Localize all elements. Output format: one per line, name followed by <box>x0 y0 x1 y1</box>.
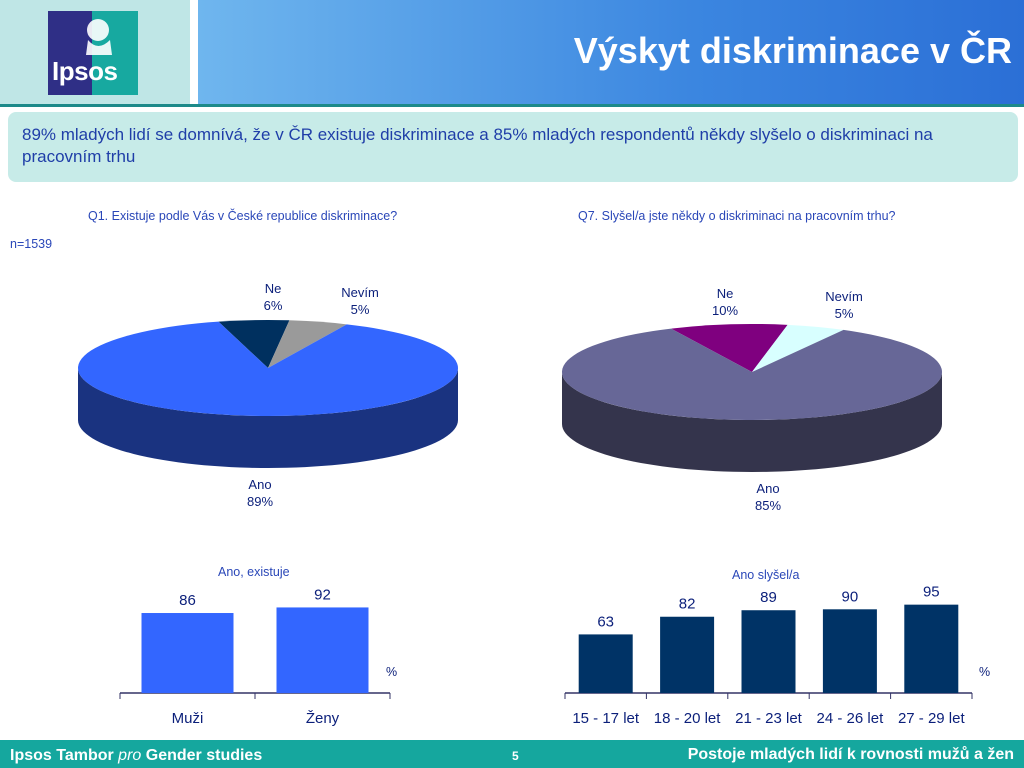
bar2-bar-1 <box>660 616 715 693</box>
pie1-slice-nevim <box>268 320 347 368</box>
bar2-bar-3 <box>822 609 877 693</box>
page-title: Výskyt diskriminace v ČR <box>573 30 1012 71</box>
pie2-slice-ne <box>671 324 788 372</box>
pie1-label-nevim: Nevím 5% <box>341 285 379 317</box>
summary-callout: 89% mladých lidí se domnívá, že v ČR exi… <box>8 112 1018 182</box>
pie2-side <box>562 372 942 472</box>
bar1-label-1: Ženy <box>306 710 340 727</box>
pie1-slice-ano <box>78 321 459 416</box>
bar1-value-0: 86 <box>179 592 196 609</box>
bar1-label-0: Muži <box>172 710 204 727</box>
footer: Ipsos Tambor pro Gender studies 5 Postoj… <box>0 740 1024 768</box>
bar2-label-0: 15 - 17 let <box>572 710 640 727</box>
bar2-bar-2 <box>741 610 796 693</box>
pie2-label-ne: Ne 10% <box>711 286 739 318</box>
logo-panel: Ipsos <box>0 0 190 104</box>
pie2-slice-nevim <box>752 324 844 372</box>
bar2-value-1: 82 <box>679 596 696 613</box>
pie2-label-nevim: Nevím 5% <box>825 289 863 321</box>
bar1-bar-0 <box>141 613 234 693</box>
bar2-label-4: 27 - 29 let <box>898 710 966 727</box>
bar2-value-2: 89 <box>760 589 777 606</box>
bar1-unit: % <box>386 665 398 679</box>
pie2-label-ano: Ano 85% <box>754 481 782 513</box>
bar2-bar-0 <box>578 634 633 693</box>
q7-title: Q7. Slyšel/a jste někdy o diskriminaci n… <box>578 209 896 223</box>
title-bar: Výskyt diskriminace v ČR <box>198 0 1024 104</box>
logo-head-icon <box>86 19 112 55</box>
sample-size: n=1539 <box>10 237 53 251</box>
logo-text: Ipsos <box>52 56 118 86</box>
header-divider <box>0 104 1024 107</box>
pie1-label-ano: Ano 89% <box>246 477 274 509</box>
bar2-value-3: 90 <box>842 588 859 605</box>
pie2-slice-ano <box>561 328 942 420</box>
bar2-label-1: 18 - 20 let <box>654 710 722 727</box>
bar2-value-0: 63 <box>597 613 614 630</box>
bar2-unit: % <box>979 665 991 679</box>
page-number: 5 <box>512 749 519 763</box>
bar1-title: Ano, existuje <box>218 565 290 579</box>
pie1-label-ne: Ne 6% <box>263 281 283 313</box>
bar2-title: Ano slyšel/a <box>732 568 800 582</box>
pie1-slice-ne <box>218 320 290 368</box>
bar2-label-3: 24 - 26 let <box>817 710 885 727</box>
bar2-value-4: 95 <box>923 584 940 601</box>
bar1-value-1: 92 <box>314 586 331 603</box>
footer-subtitle: Postoje mladých lidí k rovnosti mužů a ž… <box>687 746 1014 763</box>
bar1-bar-1 <box>276 607 369 693</box>
pie1-side <box>78 368 458 468</box>
footer-brand: Ipsos Tambor pro Gender studies <box>10 747 263 764</box>
q1-title: Q1. Existuje podle Vás v České republice… <box>88 209 398 223</box>
bar2-label-2: 21 - 23 let <box>735 710 803 727</box>
bar2-bar-4 <box>904 604 959 693</box>
